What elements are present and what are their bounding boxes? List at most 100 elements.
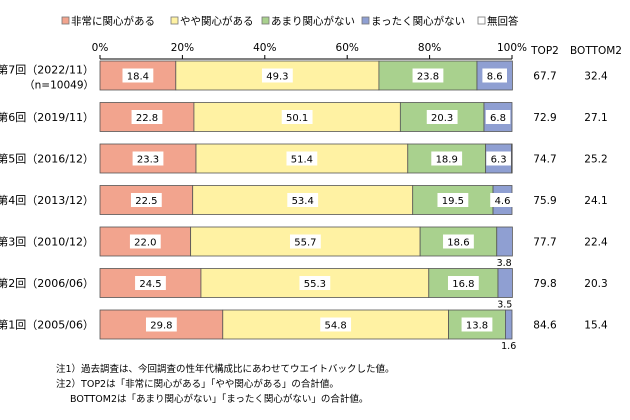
legend-label-0: 非常に関心がある <box>71 15 155 28</box>
summary-header-top2: TOP2 <box>530 45 559 57</box>
data-label-bg-1-1 <box>281 110 313 124</box>
data-label-3-2: 19.5 <box>442 196 464 207</box>
data-label-6-2: 13.8 <box>466 321 488 332</box>
data-label-bg-0-3 <box>482 68 507 83</box>
bottom2-value-2: 25.2 <box>584 154 607 166</box>
below-label-4: 3.8 <box>497 258 512 269</box>
data-label-1-2: 20.3 <box>431 113 453 124</box>
legend-label-2: あまり関心がない <box>271 15 355 28</box>
data-label-bg-1-2 <box>426 110 458 124</box>
legend-swatch-1 <box>170 16 179 25</box>
legend-label-3: まったく関心がない <box>371 15 465 28</box>
data-label-3-1: 53.4 <box>292 196 314 207</box>
data-label-1-0: 22.8 <box>136 113 158 124</box>
top2-value-1: 72.9 <box>533 112 556 124</box>
x-tick-label-0: 0% <box>92 42 109 54</box>
data-label-4-2: 18.6 <box>447 238 469 249</box>
data-label-1-1: 50.1 <box>286 113 308 124</box>
row-label-0: 第7回（2022/11） <box>0 63 94 77</box>
data-label-bg-1-3 <box>485 110 511 124</box>
data-label-bg-3-2 <box>437 193 469 207</box>
data-label-bg-4-0 <box>129 234 161 249</box>
legend-swatch-0 <box>61 16 70 25</box>
legend-label-1: やや関心がある <box>180 15 254 28</box>
bottom2-value-3: 24.1 <box>584 195 607 207</box>
data-label-bg-2-2 <box>431 151 463 166</box>
footnote-1: 注1）過去調査は、今回調査の性年代構成比にあわせてウエイトバックした値。 <box>56 364 395 375</box>
bar-segment-6-3 <box>505 309 513 340</box>
row-label-5: 第2回（2006/06） <box>0 276 94 290</box>
footnote-2: 注2）TOP2は「非常に関心がある」「やや関心がある」の合計値。 <box>56 379 339 390</box>
data-label-0-2: 23.8 <box>417 72 439 83</box>
bar-segment-3-2 <box>412 185 494 215</box>
x-tick-label-2: 40% <box>253 42 276 54</box>
data-label-0-1: 49.3 <box>266 72 288 83</box>
data-label-bg-5-1 <box>299 276 331 290</box>
legend-label-4: 無回答 <box>487 15 519 28</box>
data-label-bg-0-2 <box>412 68 444 83</box>
row-sublabel-0: （n=10049） <box>24 80 94 92</box>
data-label-2-1: 51.4 <box>291 155 313 166</box>
data-label-1-3: 6.8 <box>490 113 506 124</box>
top2-value-0: 67.7 <box>533 71 556 83</box>
bar-segment-2-4 <box>511 143 513 174</box>
data-label-bg-2-0 <box>132 151 164 166</box>
data-label-2-3: 6.3 <box>491 155 507 166</box>
data-label-bg-2-1 <box>286 151 318 166</box>
data-label-bg-6-2 <box>461 317 493 332</box>
data-label-bg-6-1 <box>320 317 352 332</box>
bottom2-value-5: 20.3 <box>584 278 607 290</box>
x-tick-label-3: 60% <box>336 42 359 54</box>
data-label-4-0: 22.0 <box>134 238 156 249</box>
data-label-0-0: 18.4 <box>127 72 149 83</box>
data-label-3-0: 22.5 <box>135 196 157 207</box>
data-label-2-2: 18.9 <box>436 155 458 166</box>
bottom2-value-0: 32.4 <box>584 71 608 83</box>
summary-header-bottom2: BOTTOM2 <box>570 45 622 57</box>
data-label-bg-3-0 <box>130 193 162 207</box>
below-label-5: 3.5 <box>497 300 512 311</box>
data-label-0-3: 8.6 <box>487 72 503 83</box>
data-label-bg-5-2 <box>447 276 479 290</box>
data-label-2-0: 23.3 <box>137 155 159 166</box>
data-label-bg-3-1 <box>287 193 319 207</box>
bottom2-value-1: 27.1 <box>584 112 607 124</box>
row-label-6: 第1回（2005/06） <box>0 318 94 332</box>
data-label-5-2: 16.8 <box>452 279 474 290</box>
footnotes: 注1）過去調査は、今回調査の性年代構成比にあわせてウエイトバックした値。 注2）… <box>56 362 395 407</box>
top2-value-4: 77.7 <box>533 237 556 249</box>
row-label-4: 第3回（2010/12） <box>0 235 94 249</box>
row-label-1: 第6回（2019/11） <box>0 110 94 124</box>
data-label-bg-2-3 <box>486 151 511 166</box>
data-label-bg-6-0 <box>145 317 177 332</box>
top2-value-3: 75.9 <box>533 195 556 207</box>
data-label-6-0: 29.8 <box>150 321 172 332</box>
below-label-6: 1.6 <box>501 341 516 352</box>
data-label-bg-4-2 <box>443 234 474 249</box>
x-tick-label-5: 100% <box>497 42 527 54</box>
data-label-bg-3-3 <box>490 193 515 207</box>
data-label-bg-5-0 <box>135 276 166 290</box>
legend-swatch-4 <box>477 16 486 25</box>
data-label-3-3: 4.6 <box>495 196 511 207</box>
data-label-bg-1-0 <box>131 110 163 124</box>
bar-segment-1-1 <box>193 102 401 132</box>
data-label-5-0: 24.5 <box>139 279 161 290</box>
legend-swatch-3 <box>361 16 370 25</box>
top2-value-2: 74.7 <box>533 154 556 166</box>
legend-swatch-2 <box>261 16 270 25</box>
footnote-3: BOTTOM2は「あまり関心がない」「まったく関心がない」の合計値。 <box>70 394 369 405</box>
row-label-3: 第4回（2013/12） <box>0 193 94 207</box>
data-label-bg-4-1 <box>289 234 321 249</box>
data-label-4-1: 55.7 <box>294 238 316 249</box>
x-tick-label-4: 80% <box>418 42 441 54</box>
bottom2-value-6: 15.4 <box>584 320 608 332</box>
data-label-6-1: 54.8 <box>325 321 347 332</box>
x-tick-label-1: 20% <box>171 42 194 54</box>
top2-value-5: 79.8 <box>533 278 556 290</box>
bottom2-value-4: 22.4 <box>584 237 608 249</box>
row-label-2: 第5回（2016/12） <box>0 152 94 166</box>
data-label-5-1: 55.3 <box>304 279 326 290</box>
